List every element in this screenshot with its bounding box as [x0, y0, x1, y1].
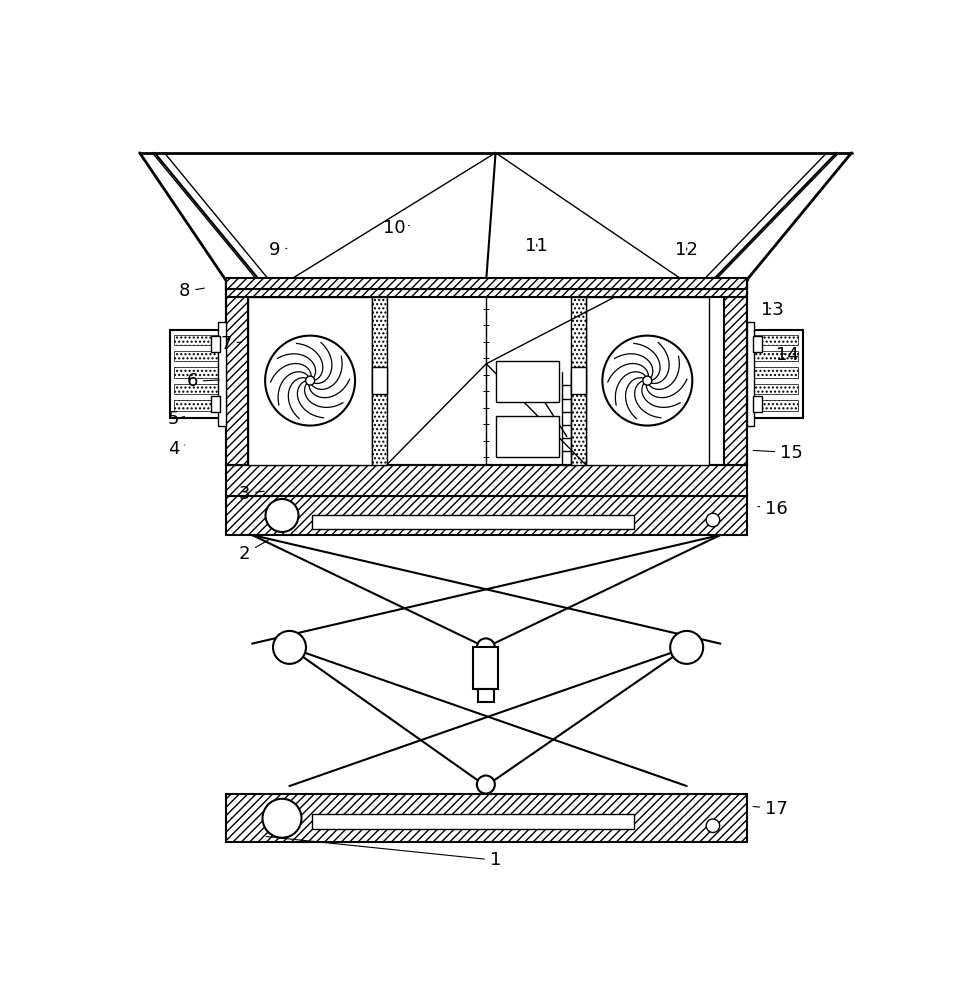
Bar — [752, 396, 762, 412]
Circle shape — [477, 776, 495, 794]
Text: 7: 7 — [220, 335, 242, 353]
Bar — [478, 689, 494, 702]
Bar — [226, 280, 747, 297]
Text: 15: 15 — [753, 444, 803, 462]
Circle shape — [477, 638, 495, 656]
Text: 9: 9 — [269, 241, 287, 259]
Circle shape — [706, 819, 719, 832]
Bar — [312, 814, 634, 829]
Bar — [372, 367, 387, 394]
Bar — [751, 335, 799, 345]
Circle shape — [262, 799, 302, 838]
Bar — [747, 330, 803, 418]
Bar — [211, 336, 220, 352]
Bar — [751, 351, 799, 361]
Circle shape — [670, 631, 703, 664]
Text: 17: 17 — [753, 800, 788, 818]
Bar — [174, 400, 221, 411]
Text: 3: 3 — [239, 485, 264, 503]
Bar — [226, 278, 747, 289]
Text: 13: 13 — [761, 301, 784, 319]
Bar — [571, 367, 586, 394]
Bar — [169, 330, 226, 418]
Bar — [724, 280, 747, 465]
Circle shape — [273, 631, 306, 664]
Bar — [752, 336, 762, 352]
Bar — [473, 647, 498, 689]
Text: 8: 8 — [179, 282, 204, 300]
Text: 11: 11 — [525, 237, 548, 255]
Bar — [585, 297, 709, 465]
Text: 12: 12 — [675, 241, 698, 259]
Bar — [751, 400, 799, 411]
Text: 5: 5 — [167, 410, 185, 428]
Bar — [496, 416, 559, 457]
Bar — [312, 515, 634, 529]
Circle shape — [266, 499, 299, 532]
Text: 2: 2 — [239, 540, 269, 563]
Circle shape — [306, 376, 314, 385]
Bar — [226, 496, 747, 535]
Circle shape — [643, 376, 652, 385]
Circle shape — [265, 336, 355, 426]
Circle shape — [602, 336, 692, 426]
Bar — [219, 322, 226, 426]
Text: 4: 4 — [167, 440, 185, 458]
Text: 10: 10 — [383, 219, 409, 237]
Text: 1: 1 — [266, 837, 501, 869]
Bar — [174, 351, 221, 361]
Bar — [226, 794, 747, 842]
Bar — [372, 297, 387, 465]
Text: 6: 6 — [187, 372, 220, 390]
Bar — [174, 335, 221, 345]
Bar — [496, 361, 559, 402]
Bar — [751, 367, 799, 378]
Bar — [571, 297, 586, 465]
Text: 14: 14 — [777, 346, 800, 364]
Bar — [747, 322, 754, 426]
Circle shape — [706, 513, 719, 527]
Bar — [211, 396, 220, 412]
Bar — [226, 465, 747, 496]
Bar — [174, 384, 221, 394]
Bar — [751, 384, 799, 394]
Bar — [174, 367, 221, 378]
Bar — [249, 297, 372, 465]
Text: 16: 16 — [758, 500, 788, 518]
Bar — [226, 280, 249, 465]
